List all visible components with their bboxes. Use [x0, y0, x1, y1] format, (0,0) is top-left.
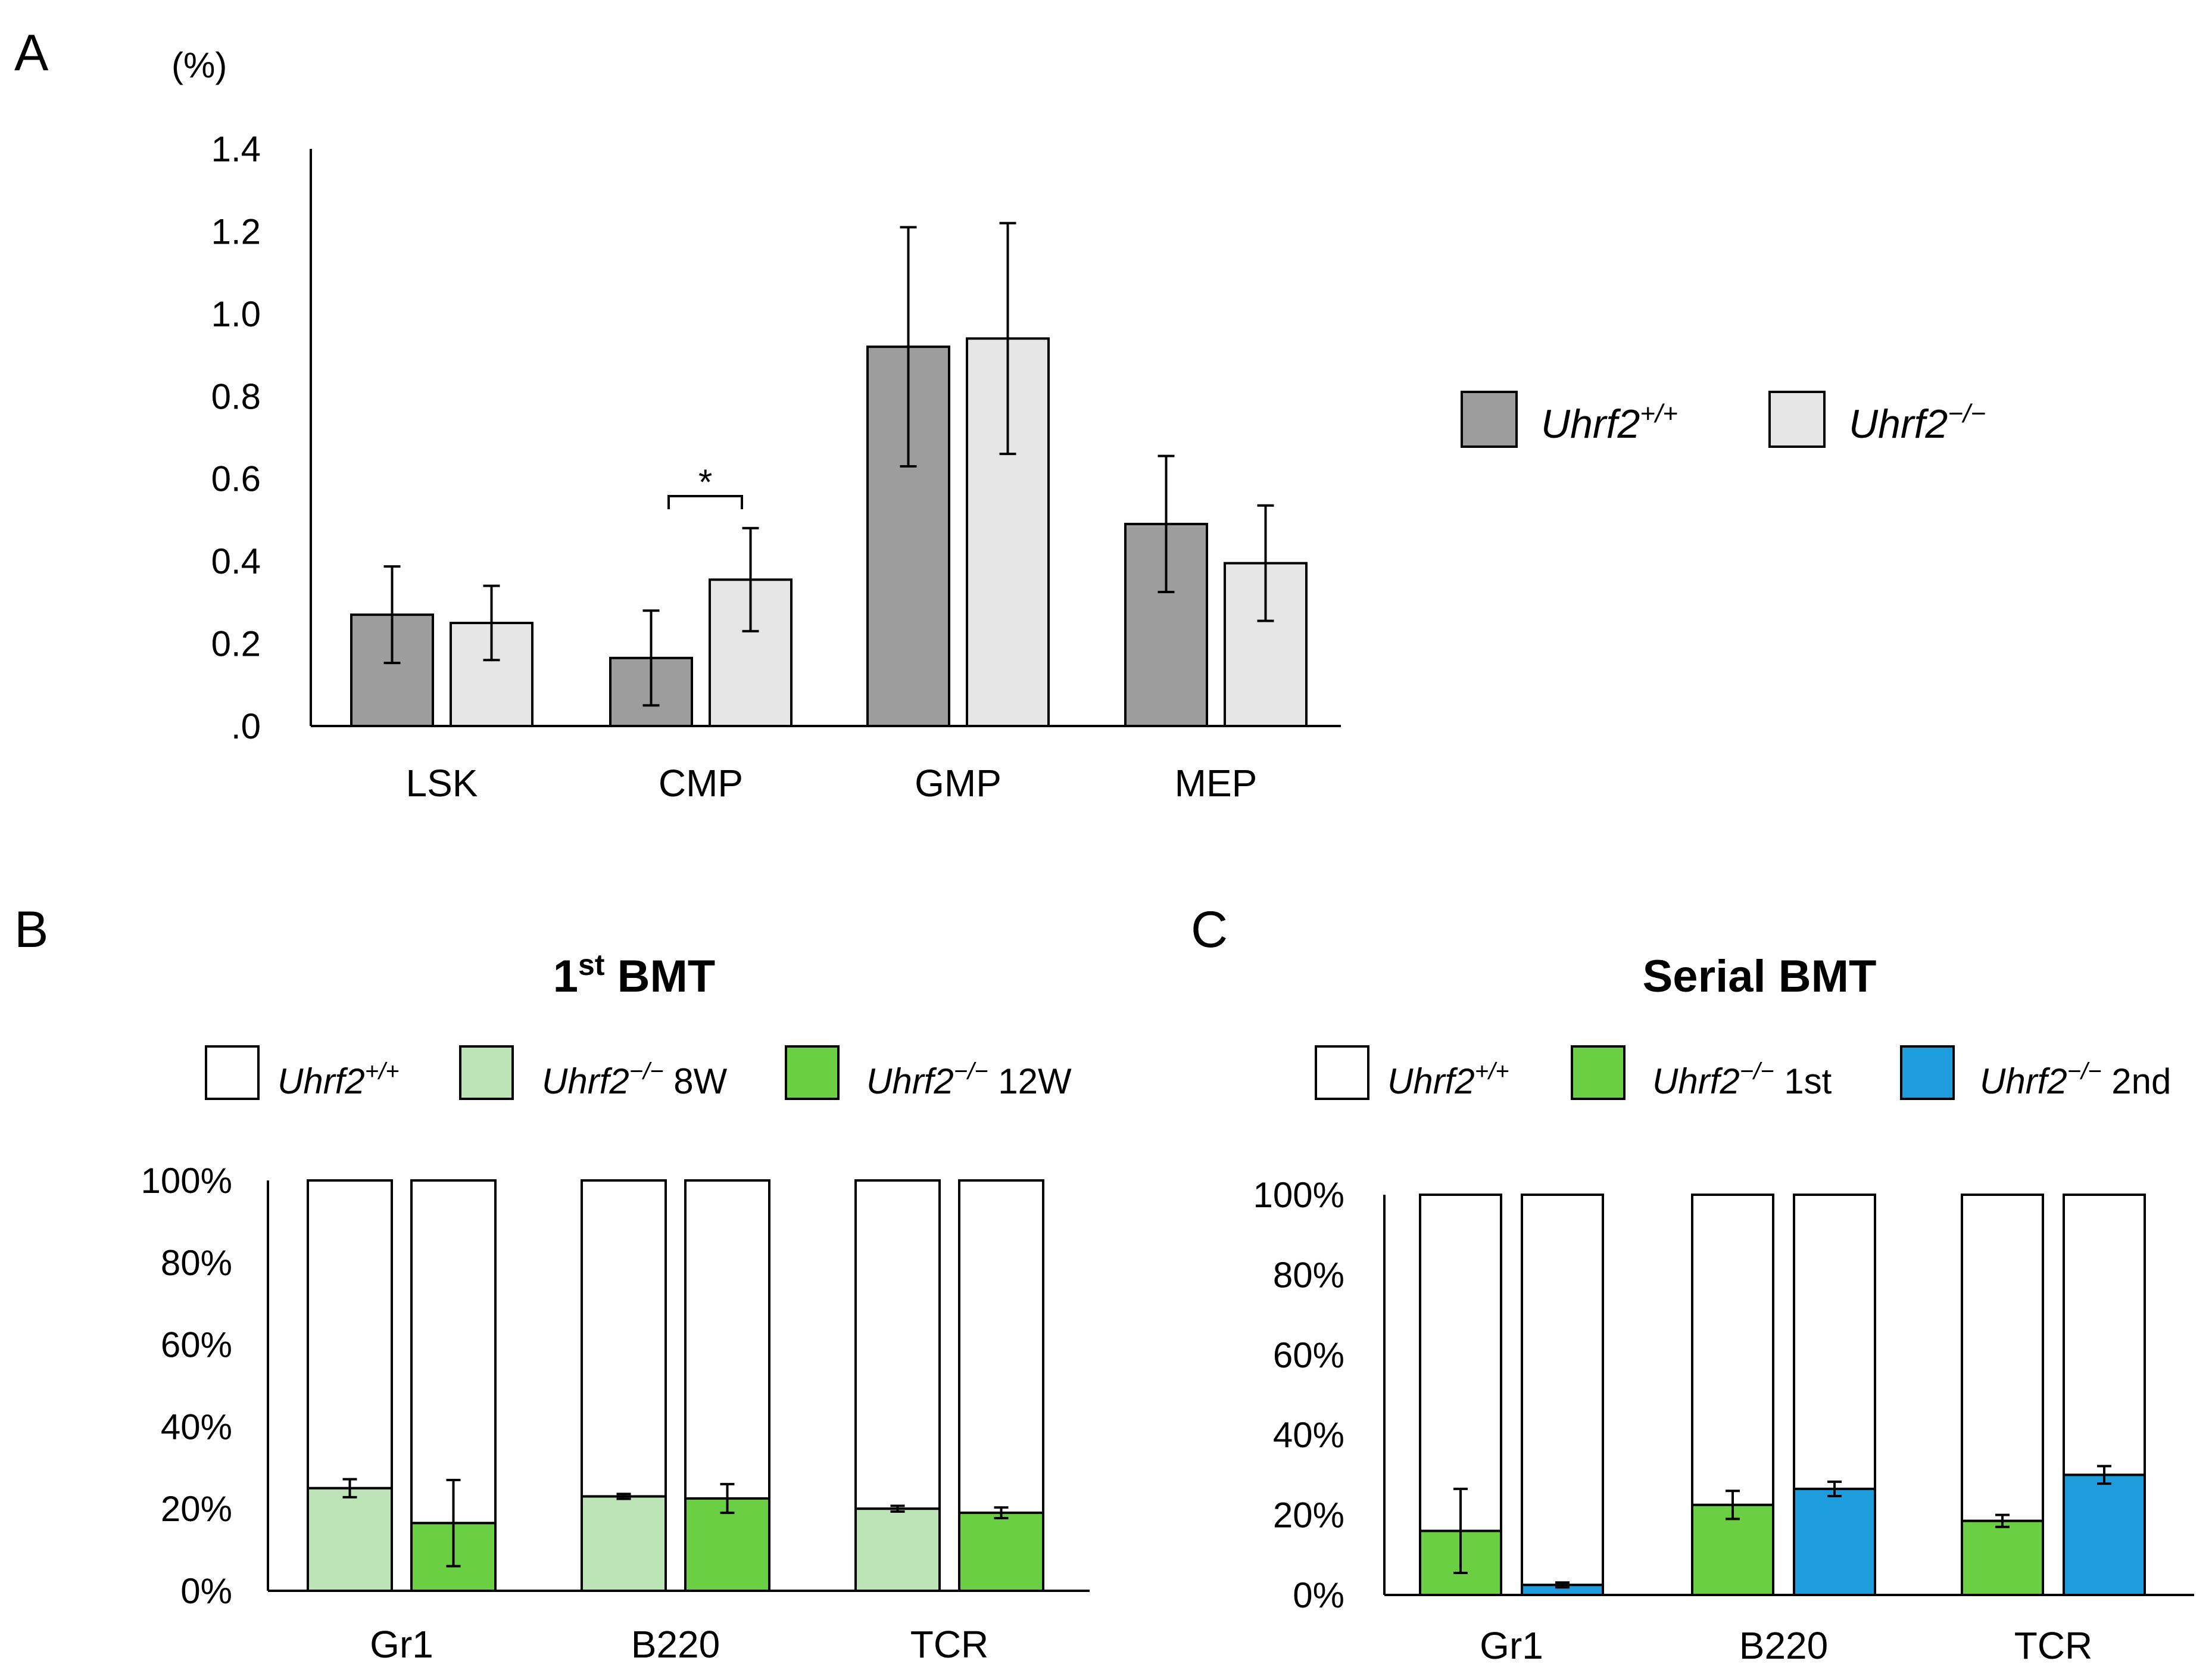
- category-label-b220: B220: [631, 1623, 720, 1666]
- legend-label-b-12w: Uhrf2−/− 12W: [866, 1058, 1072, 1101]
- legend-swatch-b-8w: [459, 1045, 514, 1100]
- ytick-label: 0.6: [211, 459, 261, 499]
- legend-swatch-wt: [1461, 391, 1518, 448]
- panel-c-title: Serial BMT: [1643, 951, 1877, 1002]
- panel-b-letter: B: [14, 901, 48, 958]
- panel-a-bars: [350, 337, 1308, 728]
- bar-segment-tcr-2: [958, 1512, 1044, 1593]
- bar-segment-remainder-tcr-2: [2063, 1194, 2146, 1476]
- bar-segment-remainder-gr1-2: [1521, 1194, 1604, 1587]
- panel-a-letter: A: [14, 24, 49, 82]
- legend-swatch-c-1st: [1571, 1045, 1626, 1100]
- ytick-label: 60%: [1273, 1335, 1344, 1375]
- legend-swatch-c-wt: [1315, 1045, 1369, 1100]
- legend-label-ko: Uhrf2−/−: [1849, 399, 1986, 447]
- legend-label-b-wt: Uhrf2+/+: [277, 1058, 400, 1101]
- panel-a: A (%) .0 0.2 0.4 0.6 0.8 1.0 1.2 1.4 LSK CMP GMP M…: [14, 24, 1986, 805]
- panel-c-yticks: 0% 20% 40% 60% 80% 100%: [1253, 1175, 1344, 1615]
- panel-c-legend: Uhrf2+/+ Uhrf2−/− 1st Uhrf2−/− 2nd: [1315, 1045, 2171, 1101]
- bar-segment-remainder-b220-1: [581, 1179, 667, 1498]
- panel-c-bars: [1419, 1194, 2146, 1597]
- panel-c: C Serial BMT Uhrf2+/+ Uhrf2−/− 1st Uhrf2…: [1191, 901, 2194, 1667]
- ytick-label: 0.2: [211, 624, 261, 664]
- bar-segment-remainder-tcr-1: [1961, 1194, 2044, 1522]
- ytick-label: 80%: [1273, 1255, 1344, 1295]
- legend-swatch-c-2nd: [1900, 1045, 1955, 1100]
- panel-a-yticks: .0 0.2 0.4 0.6 0.8 1.0 1.2 1.4: [211, 129, 261, 746]
- panel-a-legend: Uhrf2+/+ Uhrf2−/−: [1461, 391, 1986, 448]
- ytick-label: 20%: [1273, 1495, 1344, 1535]
- ytick-label: 0.4: [211, 541, 261, 581]
- category-label-lsk: LSK: [406, 762, 478, 805]
- panel-a-error-bars: [383, 222, 1274, 707]
- bar-segment-remainder-b220-2: [684, 1179, 770, 1500]
- legend-label-c-wt: Uhrf2+/+: [1387, 1058, 1509, 1101]
- ytick-label: 0.8: [211, 376, 261, 416]
- bar-segment-remainder-tcr-1: [854, 1179, 941, 1510]
- bar-segment-b220-2: [1793, 1487, 1876, 1596]
- ytick-label: 60%: [161, 1325, 232, 1365]
- bar-segment-remainder-gr1-1: [307, 1179, 393, 1490]
- category-label-gr1: Gr1: [1480, 1624, 1543, 1667]
- panel-b-title: 1st BMT: [553, 948, 715, 1002]
- legend-swatch-ko: [1768, 391, 1826, 448]
- panel-b: B 1st BMT Uhrf2+/+ Uhrf2−/− 8W Uhrf2−/− …: [14, 901, 1090, 1666]
- ytick-label: 100%: [141, 1161, 232, 1201]
- ytick-label: 40%: [1273, 1415, 1344, 1455]
- ytick-label: 0%: [1293, 1575, 1344, 1615]
- ytick-label: 1.4: [211, 129, 261, 169]
- panel-b-categories: Gr1 B220 TCR: [370, 1623, 988, 1666]
- panel-a-categories: LSK CMP GMP MEP: [406, 762, 1258, 805]
- significance-bracket: [667, 495, 743, 509]
- significance-star: *: [698, 462, 712, 502]
- panel-c-error-bars: [1453, 1465, 2111, 1589]
- ytick-label: 20%: [161, 1489, 232, 1529]
- bar-segment-gr1-1: [307, 1487, 393, 1592]
- bar-segment-remainder-gr1-1: [1419, 1194, 1502, 1532]
- legend-swatch-b-wt: [205, 1045, 260, 1100]
- ytick-label: 100%: [1253, 1175, 1344, 1215]
- panel-b-bars: [307, 1179, 1044, 1593]
- panel-b-legend: Uhrf2+/+ Uhrf2−/− 8W Uhrf2−/− 12W: [205, 1045, 1072, 1101]
- ytick-label: 40%: [161, 1407, 232, 1447]
- ytick-label: .0: [231, 706, 261, 746]
- category-label-cmp: CMP: [659, 762, 743, 805]
- category-label-mep: MEP: [1175, 762, 1258, 805]
- legend-label-b-8w: Uhrf2−/− 8W: [542, 1058, 728, 1101]
- bar-segment-tcr-1: [1961, 1519, 2044, 1596]
- category-label-gr1: Gr1: [370, 1623, 433, 1666]
- bar-segment-tcr-1: [854, 1507, 941, 1592]
- panel-a-ylabel: (%): [171, 45, 227, 85]
- bar-segment-remainder-gr1-2: [410, 1179, 497, 1525]
- category-label-b220: B220: [1739, 1624, 1828, 1667]
- panel-b-yticks: 0% 20% 40% 60% 80% 100%: [141, 1161, 232, 1611]
- category-label-tcr: TCR: [2014, 1624, 2093, 1667]
- category-label-tcr: TCR: [910, 1623, 989, 1666]
- legend-label-c-2nd: Uhrf2−/− 2nd: [1980, 1058, 2171, 1101]
- panel-b-error-bars: [342, 1478, 1009, 1568]
- ytick-label: 0%: [180, 1571, 232, 1611]
- ytick-label: 1.2: [211, 211, 261, 251]
- legend-label-wt: Uhrf2+/+: [1541, 399, 1678, 447]
- ytick-label: 80%: [161, 1243, 232, 1283]
- panel-c-categories: Gr1 B220 TCR: [1480, 1624, 2092, 1667]
- bar-segment-b220-1: [581, 1495, 667, 1593]
- bar-segment-remainder-b220-1: [1691, 1194, 1774, 1506]
- category-label-gmp: GMP: [915, 762, 1002, 805]
- bar-segment-remainder-tcr-2: [958, 1179, 1044, 1515]
- bar-segment-remainder-b220-2: [1793, 1194, 1876, 1490]
- legend-label-c-1st: Uhrf2−/− 1st: [1652, 1058, 1832, 1101]
- ytick-label: 1.0: [211, 294, 261, 334]
- legend-swatch-b-12w: [785, 1045, 840, 1100]
- bar-segment-tcr-2: [2063, 1473, 2146, 1596]
- panel-c-letter: C: [1191, 901, 1228, 958]
